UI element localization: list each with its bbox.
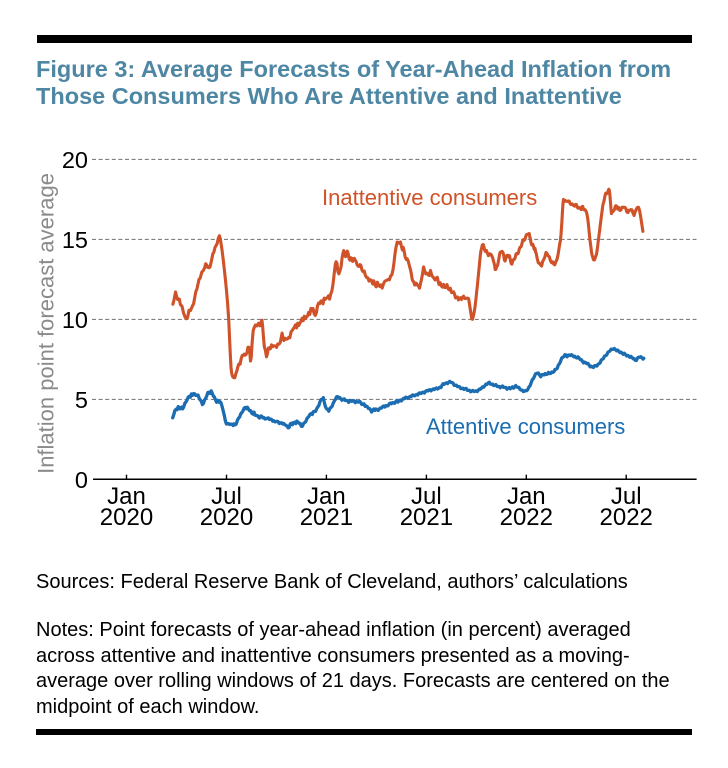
svg-text:Inflation point forecast avera: Inflation point forecast average — [34, 173, 59, 474]
svg-text:20: 20 — [62, 147, 88, 173]
svg-text:Jul: Jul — [411, 483, 442, 510]
svg-text:15: 15 — [62, 227, 88, 253]
svg-text:10: 10 — [62, 307, 88, 333]
svg-text:Jan: Jan — [507, 483, 546, 510]
svg-text:2021: 2021 — [400, 504, 453, 531]
svg-text:Inattentive consumers: Inattentive consumers — [322, 185, 537, 210]
svg-text:2021: 2021 — [300, 504, 353, 531]
svg-text:0: 0 — [75, 467, 88, 493]
svg-text:2022: 2022 — [600, 504, 653, 531]
svg-text:2020: 2020 — [100, 504, 153, 531]
svg-text:Jul: Jul — [611, 483, 642, 510]
svg-text:2022: 2022 — [500, 504, 553, 531]
svg-text:Attentive consumers: Attentive consumers — [426, 414, 625, 439]
svg-text:5: 5 — [75, 387, 88, 413]
svg-text:Jan: Jan — [307, 483, 346, 510]
svg-text:Jul: Jul — [211, 483, 242, 510]
svg-text:2020: 2020 — [200, 504, 253, 531]
svg-text:Jan: Jan — [107, 483, 146, 510]
